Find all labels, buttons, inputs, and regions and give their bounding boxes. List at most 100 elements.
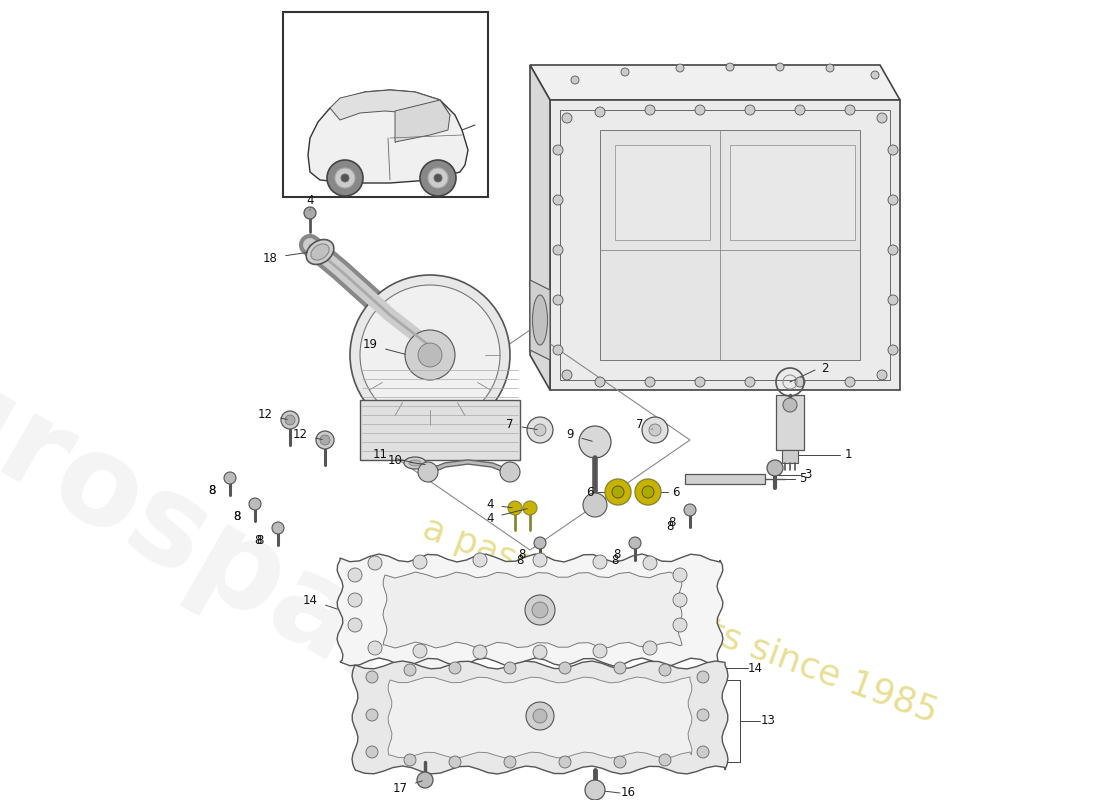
Polygon shape [782, 450, 797, 463]
Circle shape [697, 709, 710, 721]
Polygon shape [530, 280, 550, 360]
Ellipse shape [306, 239, 333, 265]
Text: 5: 5 [800, 473, 806, 486]
Text: 8: 8 [516, 554, 524, 566]
Polygon shape [308, 90, 468, 183]
Polygon shape [337, 554, 723, 666]
Text: 8: 8 [667, 521, 673, 534]
Circle shape [614, 756, 626, 768]
Circle shape [316, 431, 334, 449]
Ellipse shape [404, 457, 426, 469]
Polygon shape [395, 100, 450, 142]
Polygon shape [352, 661, 728, 774]
Text: 3: 3 [804, 469, 812, 482]
Circle shape [888, 245, 898, 255]
Circle shape [285, 415, 295, 425]
Ellipse shape [311, 244, 329, 260]
Circle shape [645, 377, 654, 387]
Circle shape [434, 174, 442, 182]
Circle shape [595, 107, 605, 117]
Circle shape [695, 377, 705, 387]
Text: 7: 7 [506, 418, 537, 431]
Text: eurospares: eurospares [0, 300, 572, 800]
Circle shape [553, 145, 563, 155]
Circle shape [605, 479, 631, 505]
Circle shape [795, 377, 805, 387]
Circle shape [368, 641, 382, 655]
Text: 9: 9 [566, 429, 592, 442]
Circle shape [508, 501, 522, 515]
Circle shape [428, 168, 448, 188]
Circle shape [534, 537, 546, 549]
Polygon shape [600, 130, 860, 360]
Circle shape [224, 472, 236, 484]
Circle shape [676, 64, 684, 72]
Circle shape [320, 435, 330, 445]
Circle shape [449, 662, 461, 674]
Circle shape [559, 756, 571, 768]
Text: 8: 8 [233, 510, 241, 522]
Circle shape [412, 644, 427, 658]
Text: 6: 6 [586, 486, 594, 498]
Circle shape [783, 398, 798, 412]
Circle shape [795, 105, 805, 115]
Text: 8: 8 [254, 534, 262, 546]
Circle shape [612, 486, 624, 498]
Text: 17: 17 [393, 781, 422, 794]
Polygon shape [530, 65, 550, 390]
Text: 2: 2 [822, 362, 828, 374]
Circle shape [272, 522, 284, 534]
Text: 7: 7 [636, 418, 652, 431]
Circle shape [593, 644, 607, 658]
Circle shape [697, 746, 710, 758]
Circle shape [726, 63, 734, 71]
Text: 8: 8 [614, 549, 620, 562]
Text: 12: 12 [257, 409, 287, 422]
Circle shape [621, 68, 629, 76]
Circle shape [348, 593, 362, 607]
Text: 8: 8 [612, 554, 618, 566]
Circle shape [593, 555, 607, 569]
Circle shape [767, 460, 783, 476]
Circle shape [579, 426, 610, 458]
Circle shape [418, 462, 438, 482]
Circle shape [348, 618, 362, 632]
Circle shape [571, 76, 579, 84]
Circle shape [527, 417, 553, 443]
Circle shape [280, 411, 299, 429]
Text: 14: 14 [302, 594, 338, 609]
Circle shape [697, 671, 710, 683]
Circle shape [845, 105, 855, 115]
Circle shape [684, 504, 696, 516]
Text: 8: 8 [208, 483, 216, 497]
Circle shape [642, 417, 668, 443]
Circle shape [695, 105, 705, 115]
Text: 4: 4 [486, 498, 513, 511]
Text: 16: 16 [620, 786, 636, 799]
Circle shape [888, 145, 898, 155]
Circle shape [366, 746, 378, 758]
Circle shape [534, 553, 547, 567]
Polygon shape [776, 395, 804, 450]
Circle shape [644, 641, 657, 655]
Bar [685, 474, 764, 484]
Circle shape [871, 71, 879, 79]
Circle shape [412, 555, 427, 569]
Circle shape [745, 105, 755, 115]
Circle shape [583, 493, 607, 517]
Text: a passion for parts since 1985: a passion for parts since 1985 [418, 510, 942, 730]
Circle shape [405, 330, 455, 380]
Circle shape [595, 377, 605, 387]
Circle shape [877, 370, 887, 380]
Circle shape [888, 295, 898, 305]
Text: 8: 8 [518, 549, 526, 562]
Circle shape [249, 498, 261, 510]
Circle shape [553, 195, 563, 205]
Polygon shape [550, 100, 900, 390]
Text: 10: 10 [387, 454, 426, 466]
Bar [560, 110, 890, 380]
Polygon shape [615, 145, 710, 240]
Circle shape [888, 195, 898, 205]
Text: 8: 8 [233, 510, 241, 522]
Circle shape [845, 377, 855, 387]
